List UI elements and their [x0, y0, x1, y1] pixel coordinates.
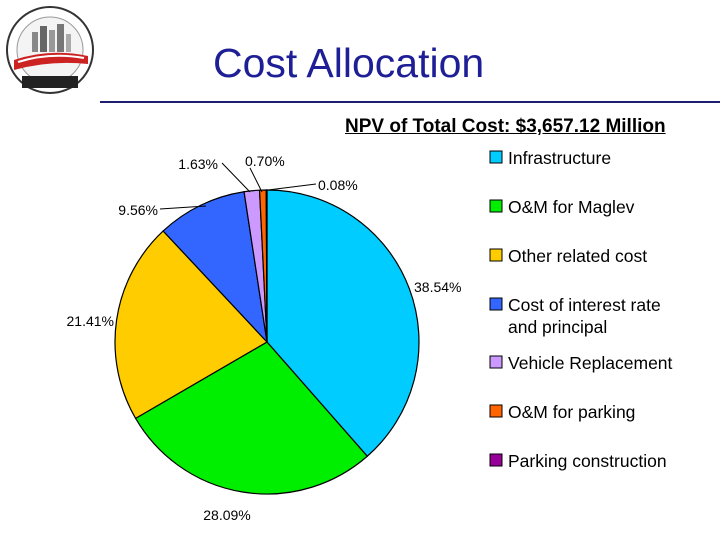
leader-line-parking-construction [267, 183, 317, 191]
legend-label-other-related-cost: Other related cost [508, 246, 647, 266]
legend-swatch-vehicle-replacement [489, 355, 503, 369]
pie-slice-infrastructure [266, 189, 420, 458]
data-label-cost-of-interest-rate-and-principal: 9.56% [118, 202, 158, 218]
legend-swatch-infrastructure [489, 150, 503, 164]
data-label-o-m-for-parking: 0.70% [245, 153, 285, 169]
title-divider [100, 101, 720, 103]
legend-swatch-o-m-for-maglev [489, 199, 503, 213]
legend-label-parking-construction: Parking construction [508, 451, 667, 471]
legend-label-vehicle-replacement: Vehicle Replacement [508, 353, 673, 373]
maglev-pennsylvania-logo [6, 6, 94, 94]
legend-swatch-parking-construction [489, 453, 503, 467]
legend-label-o-m-for-maglev: O&M for Maglev [508, 197, 635, 217]
data-label-infrastructure: 38.54% [414, 279, 461, 295]
pie-slice-other-related-cost [114, 230, 268, 420]
legend-swatch-cost-of-interest-rate-and-principal [489, 297, 503, 311]
legend-swatch-other-related-cost [489, 248, 503, 262]
data-label-vehicle-replacement: 1.63% [178, 156, 218, 172]
data-label-o-m-for-maglev: 28.09% [203, 507, 250, 523]
leader-line-cost-of-interest-rate-and-principal [159, 205, 207, 210]
leader-line-vehicle-replacement [221, 162, 251, 193]
data-label-other-related-cost: 21.41% [67, 313, 114, 329]
legend-swatch-o-m-for-parking [489, 404, 503, 418]
legend-label-cost-of-interest-rate-and-principal-line-1: Cost of interest rate [508, 295, 661, 315]
pie-slice-o-m-for-maglev [134, 341, 369, 495]
chart-title: NPV of Total Cost: $3,657.12 Million [345, 116, 666, 137]
leader-line-o-m-for-parking [249, 167, 263, 193]
pie-slice-parking-construction [265, 189, 268, 343]
slide-title: Cost Allocation [213, 40, 485, 86]
legend-label-o-m-for-parking: O&M for parking [508, 402, 635, 422]
data-label-parking-construction: 0.08% [318, 177, 358, 193]
legend-label-infrastructure: Infrastructure [508, 148, 611, 168]
legend-label-cost-of-interest-rate-and-principal-line-2: and principal [508, 317, 607, 337]
pie-slice-cost-of-interest-rate-and-principal [162, 191, 268, 344]
